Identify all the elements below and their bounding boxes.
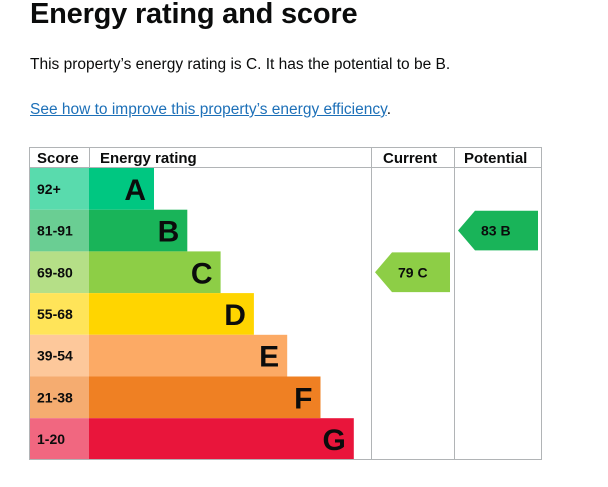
band-letter-g: G [322, 424, 345, 457]
score-cell-d [29, 293, 89, 335]
score-cell-a [29, 168, 89, 210]
header-current: Current [383, 150, 437, 167]
link-suffix: . [386, 101, 391, 118]
header-score: Score [37, 150, 79, 167]
current-rating-label: 79 C [398, 264, 428, 280]
chart-border [29, 147, 542, 460]
band-letter-b: B [158, 216, 180, 249]
page-title: Energy rating and score [30, 0, 358, 30]
band-letter-e: E [259, 341, 279, 374]
band-bar-c [89, 251, 221, 294]
score-cell-f [29, 376, 89, 419]
header-energy-rating: Energy rating [100, 150, 197, 167]
band-letter-c: C [191, 257, 213, 290]
potential-rating-arrow [458, 210, 538, 251]
energy-rating-chart: 92+ A 81-91 B 69-80 C 55-68 D 39-54 E 21-38 F 1-20 G S… [29, 147, 542, 460]
band-bar-e [89, 334, 288, 377]
score-label-b: 81-91 [37, 223, 73, 239]
band-letter-f: F [294, 382, 312, 415]
band-letter-d: D [224, 299, 246, 332]
band-letter-a: A [124, 174, 146, 207]
band-bar-a [89, 168, 154, 210]
band-bar-b [89, 209, 188, 252]
band-bar-d [89, 293, 254, 335]
band-bar-g [89, 418, 354, 460]
score-cell-e [29, 334, 89, 377]
current-rating-arrow [375, 252, 450, 293]
score-cell-b [29, 209, 89, 252]
potential-rating-label: 83 B [481, 223, 511, 239]
score-label-e: 39-54 [37, 348, 73, 364]
score-label-c: 69-80 [37, 264, 73, 280]
improve-efficiency-link[interactable]: See how to improve this property’s energ… [30, 101, 387, 118]
score-cell-g [29, 418, 89, 460]
band-bar-f [89, 376, 321, 419]
header-potential: Potential [464, 150, 527, 167]
energy-rating-graph: 92+ A 81-91 B 69-80 C 55-68 D 39-54 E 21-38 F 1-20 G S… [29, 147, 542, 460]
score-label-g: 1-20 [37, 431, 65, 447]
score-label-f: 21-38 [37, 389, 73, 405]
rating-summary: This property’s energy rating is C. It h… [30, 56, 451, 73]
score-label-d: 55-68 [37, 306, 73, 322]
score-label-a: 92+ [37, 181, 61, 197]
score-cell-c [29, 251, 89, 294]
improve-efficiency-line: See how to improve this property’s energ… [30, 101, 391, 119]
